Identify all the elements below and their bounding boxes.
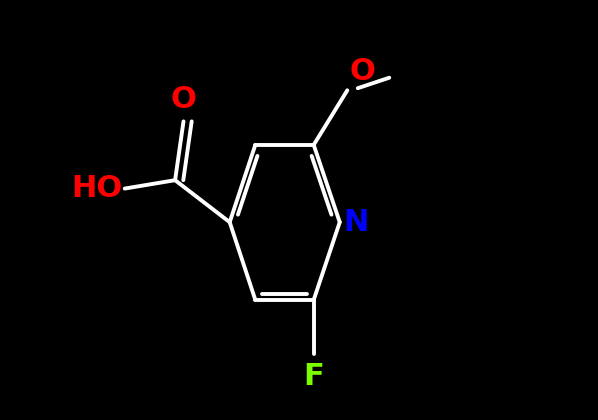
Text: F: F bbox=[303, 362, 324, 391]
Text: HO: HO bbox=[71, 174, 123, 203]
Text: N: N bbox=[343, 207, 368, 237]
Text: O: O bbox=[349, 57, 376, 86]
Text: O: O bbox=[170, 85, 196, 114]
